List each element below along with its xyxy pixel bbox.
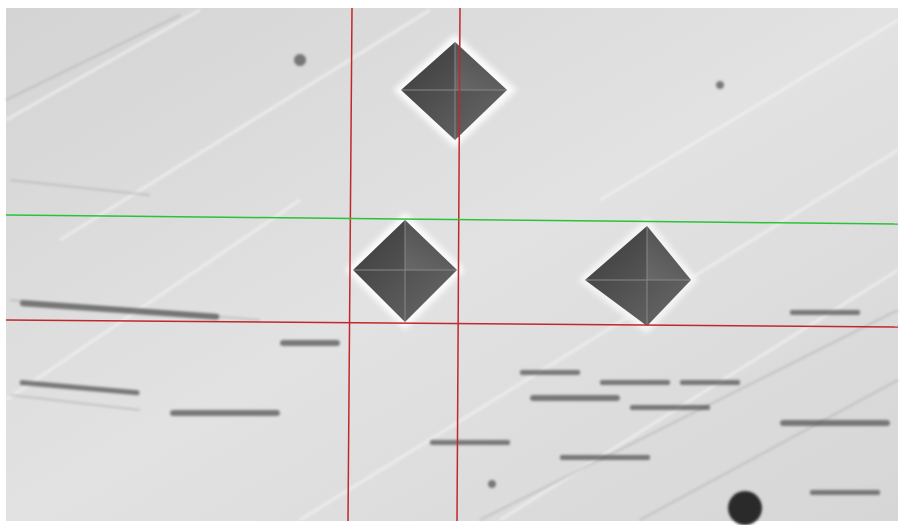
measure-line-vertical	[347, 7, 353, 522]
indentation	[578, 218, 698, 334]
indentation	[345, 212, 465, 330]
measure-line-vertical	[456, 7, 461, 522]
indentation	[393, 34, 517, 148]
measure-line-horizontal	[5, 319, 899, 328]
reference-line	[5, 214, 899, 225]
polish-scratches	[5, 8, 899, 522]
dark-pit	[728, 491, 762, 525]
surface-pits	[19, 54, 890, 495]
